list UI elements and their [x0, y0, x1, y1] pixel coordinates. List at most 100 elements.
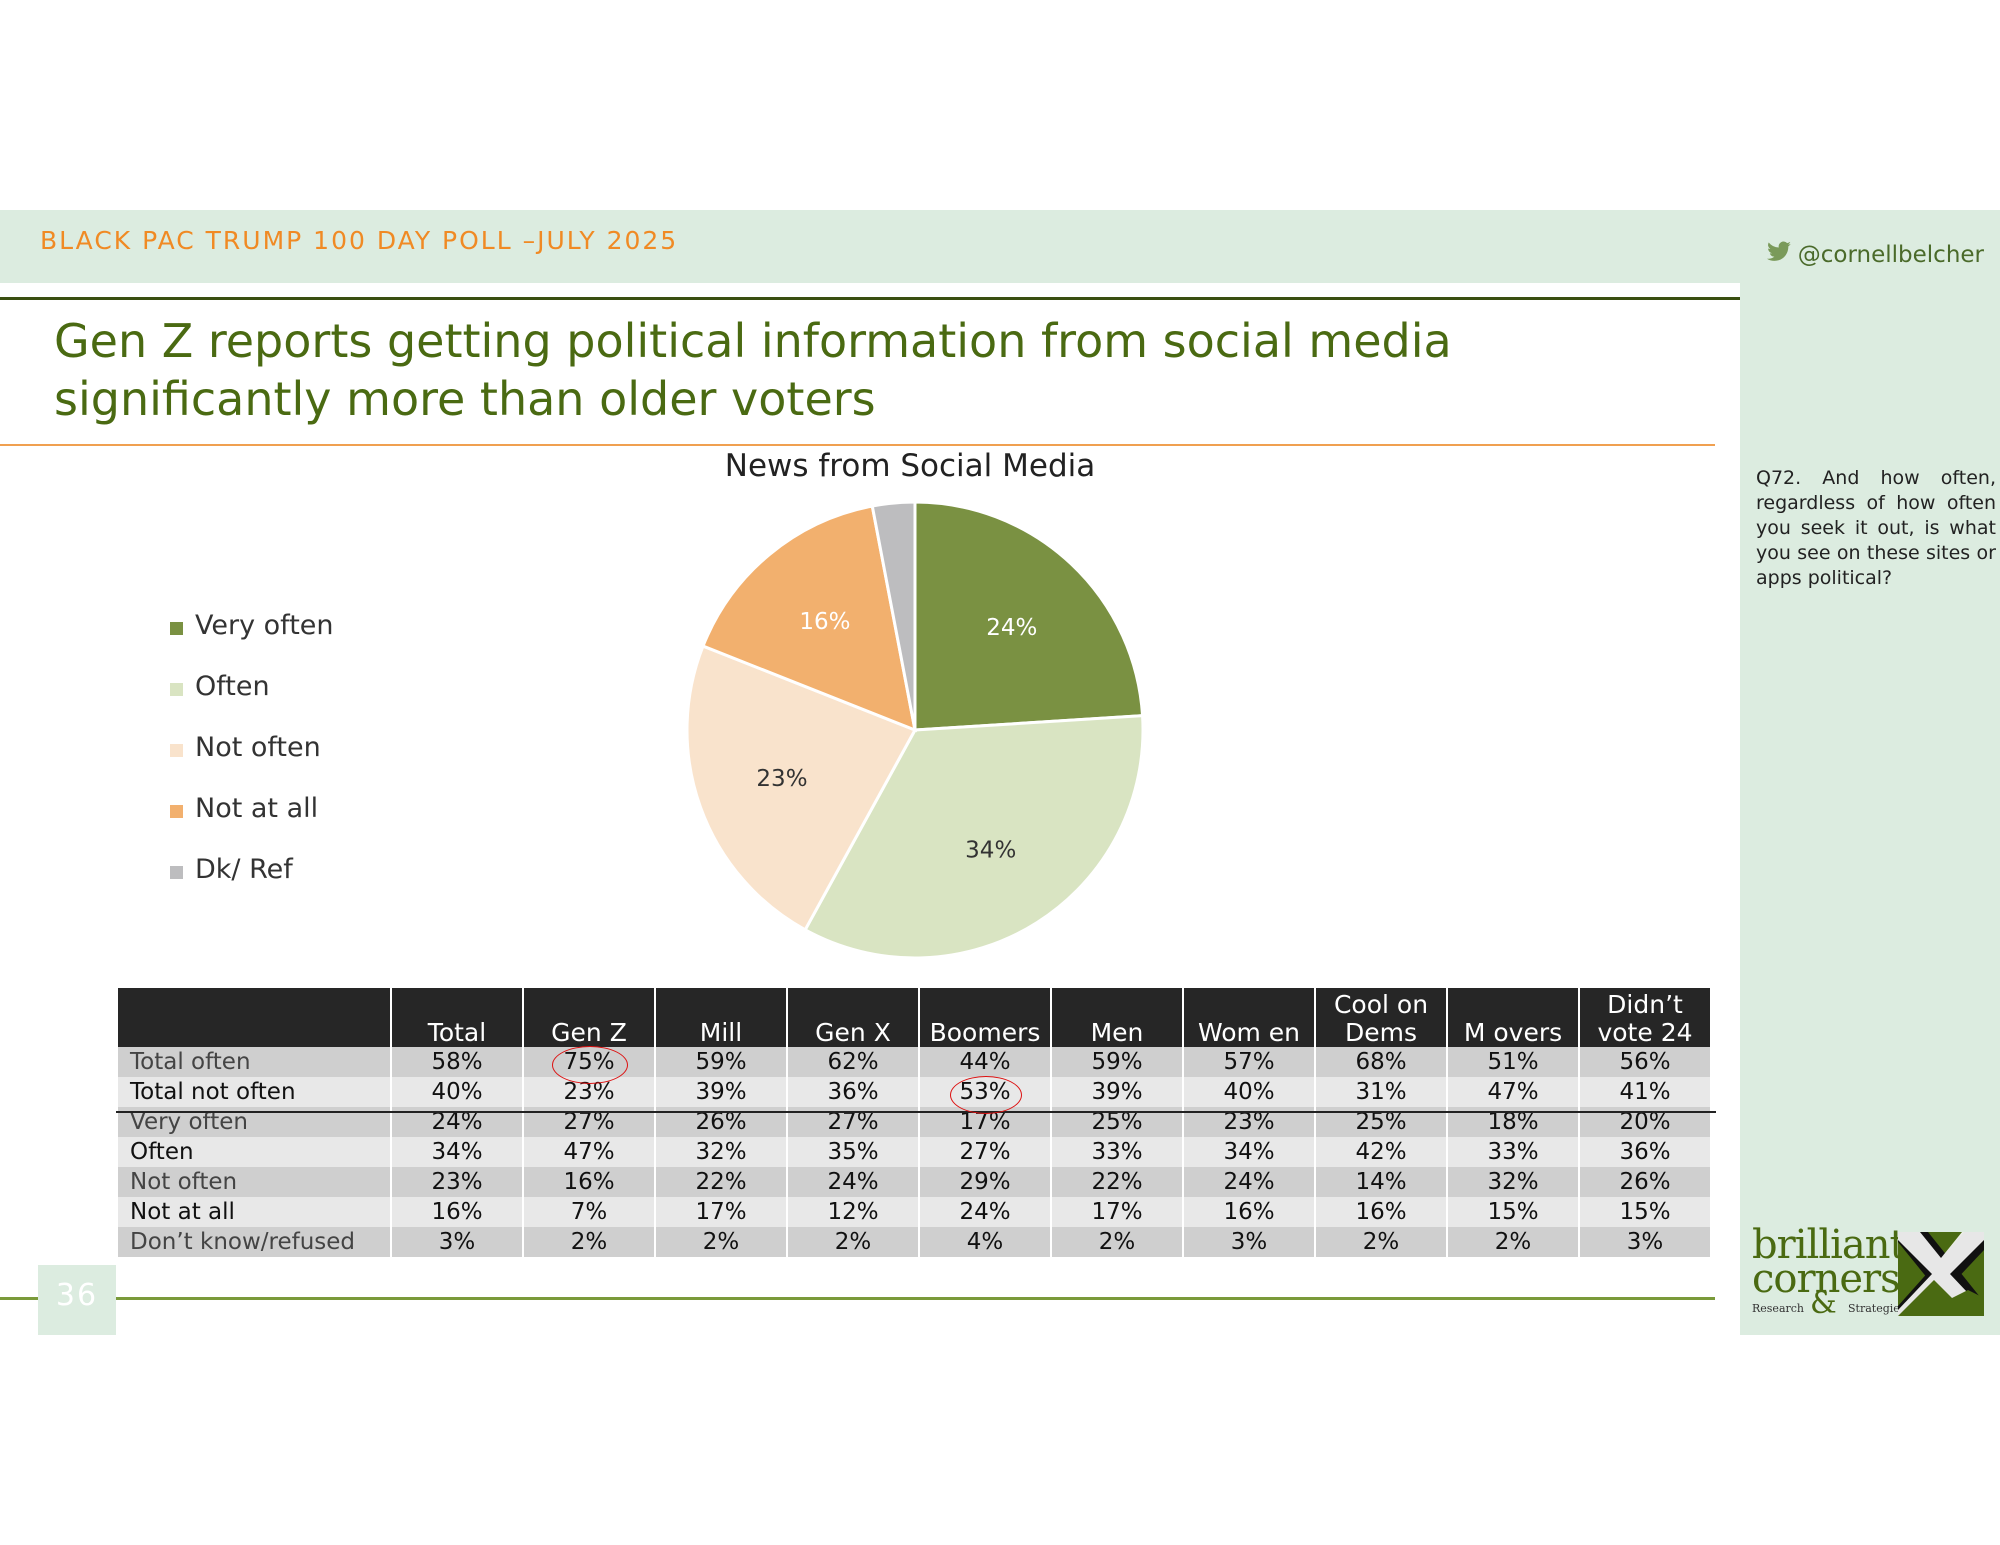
table-cell: 34% — [392, 1137, 522, 1167]
legend-item: Very often — [170, 595, 334, 656]
legend-item: Not at all — [170, 778, 334, 839]
row-label: Total not often — [118, 1077, 390, 1107]
column-header: Gen Z — [524, 988, 654, 1047]
pie-slice-dk-ref — [870, 500, 917, 731]
table-cell: 22% — [1052, 1167, 1182, 1197]
pie-slice-very-often — [913, 500, 1145, 732]
table-cell: 2% — [1448, 1227, 1578, 1257]
header-rule — [0, 297, 2000, 300]
table-cell: 22% — [656, 1167, 786, 1197]
table-cell: 32% — [656, 1137, 786, 1167]
legend-swatch — [170, 866, 183, 879]
pie-data-label: 23% — [756, 766, 807, 792]
pie-slice-not-often — [685, 644, 918, 932]
table-cell: 32% — [1448, 1167, 1578, 1197]
table-cell: 42% — [1316, 1137, 1446, 1167]
table-cell: 40% — [392, 1077, 522, 1107]
table-cell: 29% — [920, 1167, 1050, 1197]
table-cell: 62% — [788, 1047, 918, 1077]
crosstab-table: Total Gen Z Mill Gen X Boomers Men Wom e… — [116, 988, 1712, 1257]
logo-research: Research — [1752, 1302, 1805, 1315]
legend-item: Not often — [170, 717, 334, 778]
table-cell: 27% — [920, 1137, 1050, 1167]
table-cell: 26% — [1580, 1167, 1710, 1197]
table-cell: 31% — [1316, 1077, 1446, 1107]
column-header: Cool on Dems — [1316, 988, 1446, 1047]
highlight-circle-genz — [552, 1046, 628, 1084]
logo-line-2: corners — [1752, 1256, 1901, 1302]
table-cell: 56% — [1580, 1047, 1710, 1077]
table-cell: 2% — [656, 1227, 786, 1257]
table-cell: 14% — [1316, 1167, 1446, 1197]
poll-title: BLACK PAC TRUMP 100 DAY POLL –JULY 2025 — [40, 226, 679, 255]
header-band — [0, 210, 2000, 283]
table-cell: 36% — [1580, 1137, 1710, 1167]
table-row: Not often 23% 16% 22% 24% 29% 22% 24% 14% 32% 26% — [118, 1167, 1710, 1197]
legend-swatch — [170, 744, 183, 757]
column-header: Total — [392, 988, 522, 1047]
table-cell: 16% — [1184, 1197, 1314, 1227]
table-cell: 39% — [1052, 1077, 1182, 1107]
table-header-row: Total Gen Z Mill Gen X Boomers Men Wom e… — [118, 988, 1710, 1047]
table-cell: 40% — [1184, 1077, 1314, 1107]
table-row: Total not often 40% 23% 39% 36% 53% 39% 40% 31% 4… — [118, 1077, 1710, 1107]
table-cell: 16% — [524, 1167, 654, 1197]
pie-chart: 24% 34% 23% 16% — [685, 500, 1145, 960]
column-header: M overs — [1448, 988, 1578, 1047]
column-header: Men — [1052, 988, 1182, 1047]
legend-swatch — [170, 683, 183, 696]
pie-slice-not-at-all — [701, 504, 917, 733]
footer-rule — [0, 1297, 1715, 1300]
table-cell: 35% — [788, 1137, 918, 1167]
row-label: Often — [118, 1137, 390, 1167]
table-cell: 15% — [1580, 1197, 1710, 1227]
row-label: Not at all — [118, 1197, 390, 1227]
table-cell: 44% — [920, 1047, 1050, 1077]
legend-label: Very often — [195, 610, 334, 641]
table-cell: 68% — [1316, 1047, 1446, 1077]
table-cell: 33% — [1448, 1137, 1578, 1167]
table-cell: 24% — [920, 1197, 1050, 1227]
brilliant-corners-logo[interactable]: brilliant corners Research & Strategies — [1748, 1225, 1992, 1321]
table-cell: 57% — [1184, 1047, 1314, 1077]
logo-ampersand: & — [1810, 1286, 1837, 1321]
table-cell: 3% — [1580, 1227, 1710, 1257]
chart-title: News from Social Media — [724, 448, 1096, 484]
twitter-handle-text: @cornellbelcher — [1797, 242, 1984, 268]
legend-label: Dk/ Ref — [195, 854, 293, 885]
legend-item: Often — [170, 656, 334, 717]
table-cell: 34% — [1184, 1137, 1314, 1167]
row-label: Don’t know/refused — [118, 1227, 390, 1257]
table-cell: 24% — [788, 1167, 918, 1197]
row-label: Not often — [118, 1167, 390, 1197]
table-cell: 16% — [1316, 1197, 1446, 1227]
legend-swatch — [170, 622, 183, 635]
question-text: Q72. And how often, regardless of how of… — [1756, 467, 1996, 589]
side-panel — [1740, 283, 2000, 1335]
table-cell: 36% — [788, 1077, 918, 1107]
table-cell: 17% — [1052, 1197, 1182, 1227]
table-cell: 47% — [1448, 1077, 1578, 1107]
table-cell: 2% — [1052, 1227, 1182, 1257]
table-cell: 47% — [524, 1137, 654, 1167]
slide-title: Gen Z reports getting political informat… — [54, 314, 1452, 426]
column-header: Didn’t vote 24 — [1580, 988, 1710, 1047]
table-cell: 15% — [1448, 1197, 1578, 1227]
column-header: Mill — [656, 988, 786, 1047]
table-divider — [116, 1111, 1716, 1113]
title-rule — [0, 444, 1715, 446]
logo-wordmark: brilliant corners — [1752, 1225, 1906, 1302]
table-cell: 12% — [788, 1197, 918, 1227]
table-cell: 2% — [524, 1227, 654, 1257]
pie-data-label: 34% — [965, 837, 1016, 863]
twitter-handle[interactable]: @cornellbelcher — [1766, 241, 1984, 269]
legend-label: Not at all — [195, 793, 319, 824]
highlight-circle-boomers — [950, 1076, 1022, 1114]
chart-legend: Very often Often Not often Not at all Dk… — [170, 595, 334, 900]
table-cell: 58% — [392, 1047, 522, 1077]
table-row: Often 34% 47% 32% 35% 27% 33% 34% 42% 33% 36% — [118, 1137, 1710, 1167]
table-cell: 24% — [1184, 1167, 1314, 1197]
table-row: Total often 58% 75% 59% 62% 44% 59% 57% 68% 51% 56… — [118, 1047, 1710, 1077]
twitter-icon — [1766, 241, 1792, 269]
column-header: Boomers — [920, 988, 1050, 1047]
